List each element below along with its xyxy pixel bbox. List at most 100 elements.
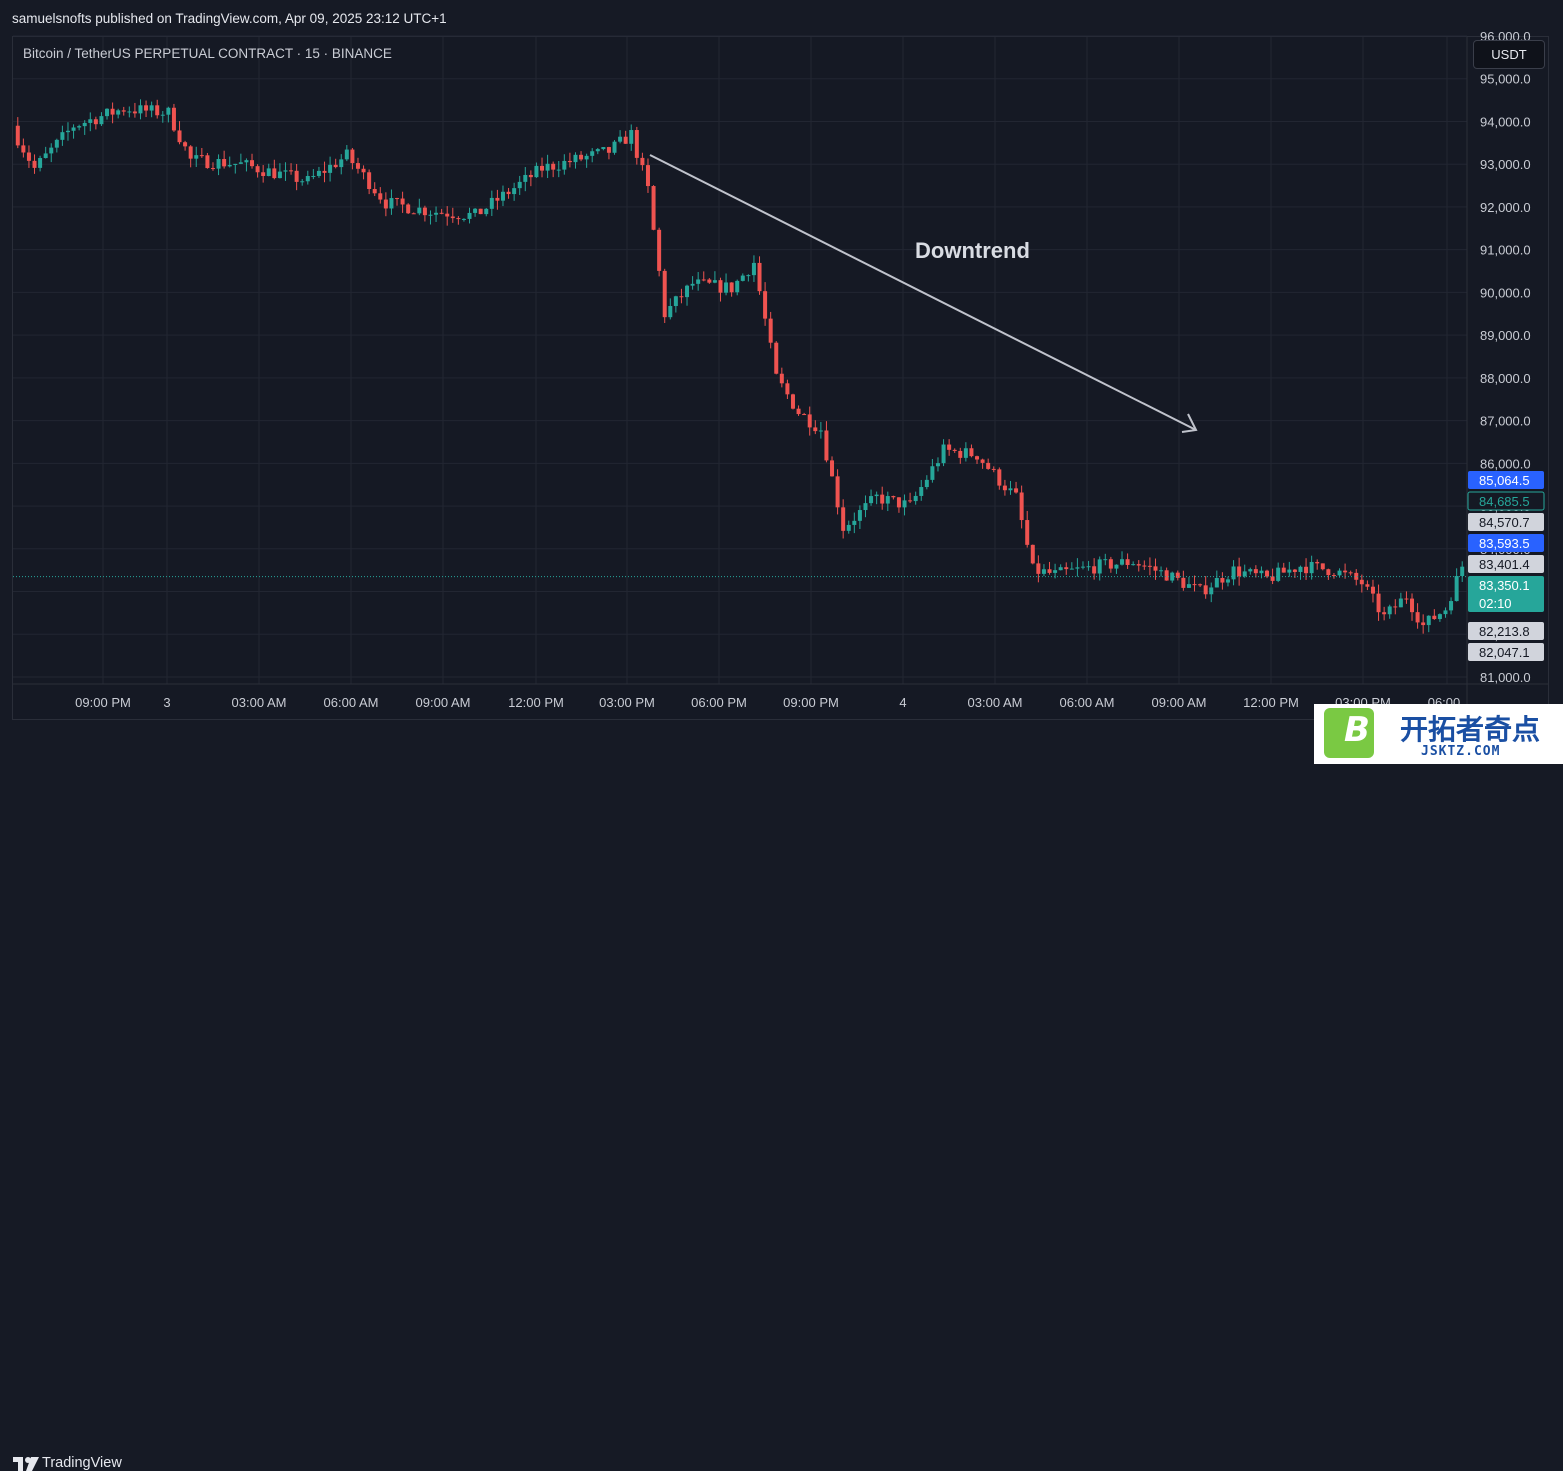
candle-body xyxy=(1287,569,1292,573)
candle-body xyxy=(579,154,584,160)
candle-body xyxy=(422,207,427,216)
candle-body xyxy=(1393,606,1398,608)
candle-body xyxy=(1214,578,1219,588)
price-label-box xyxy=(1468,471,1544,489)
candle-body xyxy=(1025,520,1030,545)
candle-body xyxy=(623,136,628,144)
candle-body xyxy=(930,466,935,480)
candle-body xyxy=(1259,570,1264,574)
candle-body xyxy=(969,448,974,457)
candle-body xyxy=(15,125,20,146)
x-tick-label: 09:00 PM xyxy=(783,695,839,710)
candlestick-chart[interactable]: 81,000.082,000.083,000.084,000.085,000.0… xyxy=(0,0,1563,764)
candle-body xyxy=(1192,584,1197,586)
candle-body xyxy=(512,188,517,195)
candle-body xyxy=(902,500,907,508)
candle-body xyxy=(1443,610,1448,615)
candle-body xyxy=(21,145,26,153)
candle-body xyxy=(71,127,76,131)
candle-body xyxy=(763,291,768,319)
candle-body xyxy=(26,152,31,161)
y-tick-label: 90,000.0 xyxy=(1480,285,1531,300)
x-tick-label: 3 xyxy=(163,695,170,710)
candle-body xyxy=(595,149,600,152)
candle-body xyxy=(1209,587,1214,595)
candle-body xyxy=(1432,615,1437,620)
candle-body xyxy=(110,108,115,115)
candle-body xyxy=(1242,571,1247,577)
candle-body xyxy=(1097,559,1102,574)
candle-body xyxy=(261,172,266,177)
candle-body xyxy=(980,459,985,463)
candle-body xyxy=(724,282,729,293)
candle-body xyxy=(1348,572,1353,574)
candle-body xyxy=(1198,584,1203,586)
candle-body xyxy=(199,155,204,157)
candle-body xyxy=(88,119,93,123)
candle-body xyxy=(1253,569,1258,574)
candle-body xyxy=(478,208,483,215)
candle-body xyxy=(696,279,701,284)
candle-body xyxy=(651,186,656,230)
candle-body xyxy=(869,496,874,504)
candle-body xyxy=(1309,561,1314,574)
candle-body xyxy=(434,212,439,215)
candle-body xyxy=(250,160,255,167)
candle-body xyxy=(155,105,160,116)
candle-body xyxy=(428,214,433,216)
candle-body xyxy=(205,155,210,169)
candle-body xyxy=(662,270,667,318)
candle-body xyxy=(93,119,98,125)
candle-body xyxy=(65,130,70,133)
candle-body xyxy=(361,168,366,173)
candle-body xyxy=(350,149,355,164)
candle-body xyxy=(283,170,288,172)
candle-body xyxy=(333,164,338,168)
candle-body xyxy=(517,181,522,189)
candle-body xyxy=(701,279,706,281)
candle-body xyxy=(584,155,589,160)
candle-body xyxy=(1181,577,1186,588)
candle-body xyxy=(740,275,745,281)
candle-body xyxy=(467,212,472,219)
candle-body xyxy=(1147,565,1152,567)
candle-body xyxy=(1354,572,1359,580)
candle-body xyxy=(606,147,611,153)
candle-body xyxy=(813,427,818,432)
candle-body xyxy=(38,158,43,168)
candle-body xyxy=(857,510,862,521)
candle-body xyxy=(1225,579,1230,583)
tradingview-brand[interactable]: TradingView xyxy=(42,1455,122,1471)
candle-body xyxy=(43,153,48,159)
candle-body xyxy=(222,159,227,167)
footer-bar: TradingView xyxy=(0,722,1563,1471)
tradingview-logo-icon[interactable] xyxy=(13,1457,39,1471)
y-tick-label: 86,000.0 xyxy=(1480,456,1531,471)
candle-body xyxy=(1454,576,1459,602)
currency-button[interactable]: USDT xyxy=(1473,40,1545,69)
candle-body xyxy=(1086,566,1091,568)
candle-body xyxy=(1058,567,1063,571)
candle-body xyxy=(105,108,110,117)
watermark-badge: B 开拓者奇点 JSKTZ.COM xyxy=(1314,704,1563,764)
candle-body xyxy=(355,163,360,169)
candle-body xyxy=(188,146,193,159)
candle-body xyxy=(673,296,678,307)
candle-body xyxy=(841,507,846,531)
candle-body xyxy=(1404,598,1409,600)
candle-body xyxy=(919,487,924,496)
candle-body xyxy=(277,171,282,179)
candle-body xyxy=(924,479,929,488)
watermark-url: JSKTZ.COM xyxy=(1421,744,1501,759)
candle-body xyxy=(802,414,807,416)
candle-body xyxy=(1131,564,1136,566)
candle-body xyxy=(952,449,957,451)
candle-body xyxy=(473,208,478,213)
candle-body xyxy=(1231,566,1236,580)
price-label: 85,064.5 xyxy=(1479,473,1530,488)
x-tick-label: 06:00 AM xyxy=(324,695,379,710)
candle-body xyxy=(450,216,455,219)
candle-body xyxy=(1002,485,1007,491)
candle-body xyxy=(495,197,500,201)
watermark-logo-icon: B xyxy=(1324,708,1374,758)
